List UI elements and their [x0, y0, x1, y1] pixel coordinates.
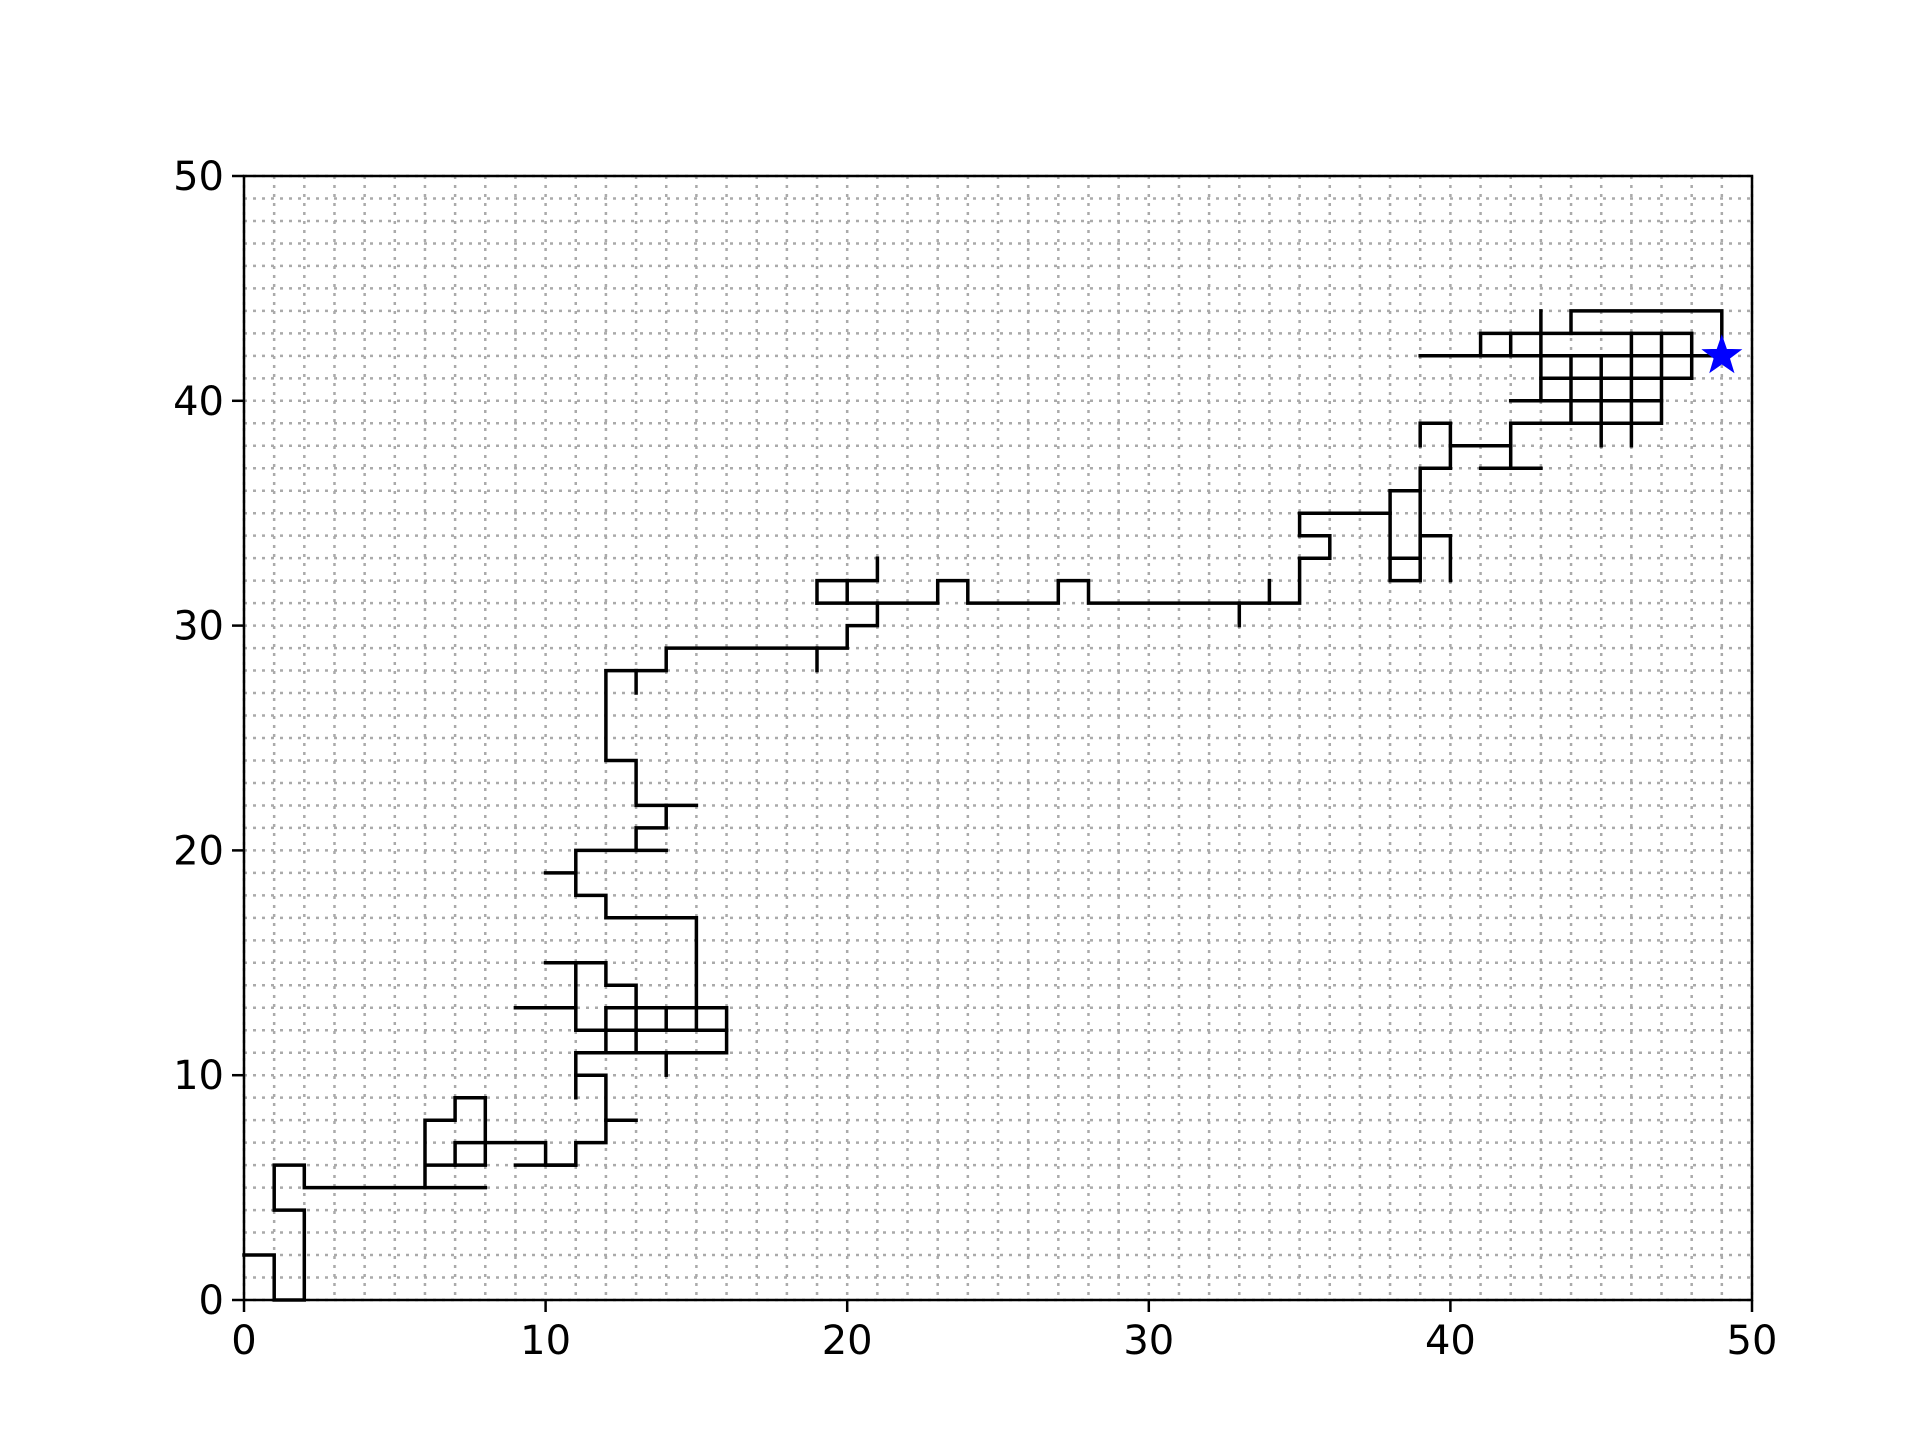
walk-segment: [634, 803, 699, 853]
walk-segment: [1478, 309, 1694, 381]
walk-path: [242, 309, 1724, 1302]
y-tick-label: 40: [173, 379, 224, 425]
axis-ticks: 0 10 20 30 40 50 0 10 20 30 40 50: [173, 154, 1777, 1364]
y-tick-label: 50: [173, 154, 224, 200]
walk-segment: [242, 1163, 488, 1302]
y-tick-label: 10: [173, 1053, 224, 1099]
plot-frame: [242, 174, 1754, 1302]
x-tick-label: 20: [822, 1318, 873, 1364]
walk-segment: [604, 511, 1453, 808]
x-tick-label: 0: [231, 1318, 256, 1364]
star-marker: [1701, 334, 1743, 374]
y-tick-label: 0: [199, 1278, 224, 1324]
walk-segment: [1508, 354, 1664, 448]
walk-segment: [1418, 421, 1453, 448]
walk-segment: [574, 1028, 729, 1077]
y-tick-label: 30: [173, 604, 224, 650]
grid: [242, 174, 1754, 1302]
x-tick-label: 10: [520, 1318, 571, 1364]
y-tick-label: 20: [173, 828, 224, 874]
x-tick-label: 30: [1123, 1318, 1174, 1364]
x-tick-label: 50: [1727, 1318, 1778, 1364]
x-tick-label: 40: [1425, 1318, 1476, 1364]
walk-segment: [574, 848, 699, 1055]
walk-segment: [423, 1095, 488, 1190]
walk-segment: [453, 1073, 608, 1167]
walk-segment: [1569, 309, 1724, 358]
end-marker: [1701, 334, 1743, 374]
